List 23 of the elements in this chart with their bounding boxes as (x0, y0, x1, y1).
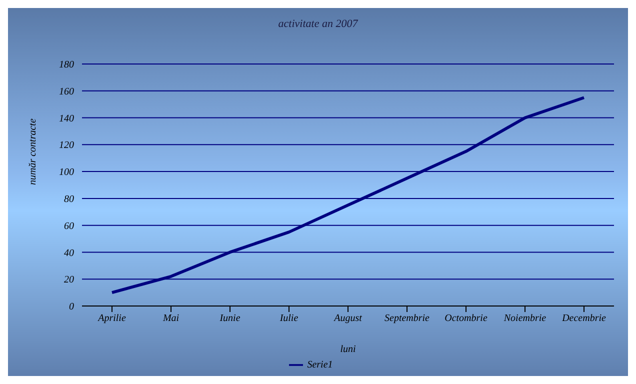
x-tick-label: Iulie (278, 313, 299, 324)
y-axis-title: număr contracte (28, 118, 39, 185)
y-tick-label: 140 (59, 113, 74, 124)
x-tick-label: Mai (162, 313, 180, 324)
y-tick-label: 160 (59, 86, 74, 98)
x-tick-label: August (333, 313, 362, 324)
x-tick-label: Iunie (218, 313, 241, 324)
y-tick-label: 80 (64, 194, 74, 205)
x-tick-label: Noiembrie (502, 313, 547, 324)
y-tick-label: 60 (64, 220, 74, 232)
x-axis-title: luni (340, 344, 356, 355)
x-tick-label: Aprilie (97, 313, 126, 324)
y-tick-label: 40 (64, 248, 74, 259)
y-tick-label: 0 (69, 302, 74, 313)
y-tick-label: 120 (59, 140, 74, 152)
legend-label: Serie1 (307, 359, 333, 370)
x-tick-label: Septembrie (384, 313, 430, 324)
y-tick-label: 180 (59, 60, 74, 71)
chart-title: activitate an 2007 (277, 18, 359, 30)
y-tick-label: 20 (64, 274, 74, 286)
y-tick-label: 100 (59, 167, 74, 178)
x-tick-label: Octombrie (444, 313, 488, 324)
x-tick-label: Decembrie (561, 313, 606, 324)
